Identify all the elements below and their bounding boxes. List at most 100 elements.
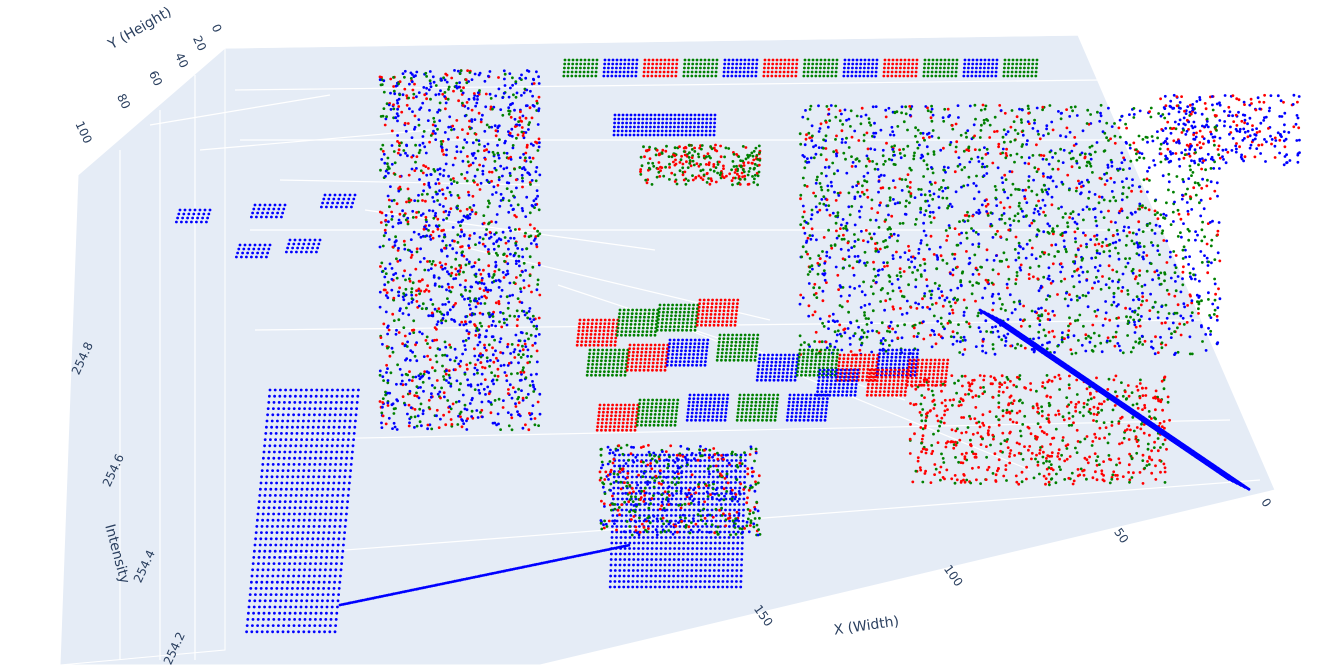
data-point-blue [266,568,270,572]
data-point [812,191,815,195]
data-point [953,170,957,174]
data-point [410,379,414,383]
data-point [496,183,500,187]
data-point [1131,416,1135,419]
data-point [1108,318,1112,322]
data-point [1041,343,1044,347]
data-point-blue [254,531,258,534]
data-point [405,94,409,97]
data-point [431,260,435,263]
data-point [1214,292,1217,296]
data-point-blue [295,487,299,491]
data-point [392,273,395,276]
data-point [862,192,866,196]
data-point [899,274,903,278]
data-point [1014,278,1018,281]
data-point [1115,304,1119,308]
data-point-blue [267,512,270,516]
data-point [480,400,484,404]
data-point [921,131,925,135]
data-point-blue [330,450,333,454]
data-point-blue [325,605,329,609]
data-point [941,325,945,329]
data-point [966,210,969,214]
data-point [867,317,870,320]
data-point [1022,215,1026,219]
data-point [1108,254,1112,258]
data-point [481,172,485,176]
data-point [1159,213,1163,217]
data-point [865,261,869,264]
data-point [408,392,412,395]
data-points [175,58,1301,634]
data-point [1023,445,1026,448]
data-point [882,240,885,243]
data-point [1035,170,1039,174]
data-point [413,415,417,419]
data-point [416,414,420,418]
data-point [855,260,859,263]
data-point [1049,395,1052,399]
data-point [1101,324,1105,327]
data-point [503,141,507,145]
data-point [438,390,442,394]
data-point-blue [329,568,332,572]
data-point [898,152,902,155]
data-point [392,421,396,425]
data-point [1062,148,1066,152]
data-point [474,132,478,136]
data-point [1167,292,1171,296]
data-point-blue [281,580,284,584]
data-point-blue [280,531,284,534]
data-point [383,161,387,165]
data-point [463,297,466,301]
data-point [824,121,828,124]
data-point [426,260,429,263]
data-point [1128,231,1131,234]
data-point [1028,324,1032,328]
data-point [1085,279,1089,282]
data-point [412,96,415,100]
data-point [396,151,400,155]
data-point [1141,453,1145,457]
data-point [479,181,483,185]
data-point [1020,155,1024,159]
data-point [824,134,828,138]
data-point [1084,337,1088,340]
data-point [526,392,530,396]
data-point-blue [340,556,344,559]
data-point [491,346,494,350]
data-point [1067,329,1071,332]
data-point [1060,205,1063,209]
data-point [1077,213,1081,216]
data-point [974,266,978,270]
data-point-blue [334,512,338,516]
data-point [429,97,432,101]
data-point [516,343,520,347]
data-point-blue [287,407,291,410]
data-point [1048,460,1051,463]
data-point-blue [294,388,298,392]
data-point [1217,221,1221,224]
data-point [1006,332,1010,336]
data-point [444,107,447,111]
data-point [390,346,394,350]
data-point [390,218,394,221]
data-point [960,431,964,435]
data-point-blue [275,531,279,534]
data-point [497,278,501,282]
data-point [485,228,488,231]
data-point [990,224,994,228]
data-point [1142,156,1146,160]
data-point [1037,307,1040,311]
data-point [907,283,910,287]
data-point [930,452,934,455]
data-point [1120,207,1123,211]
data-point-blue [264,537,268,541]
data-point [1065,250,1068,254]
data-point-blue [262,456,265,460]
data-point-blue [283,401,286,404]
data-point [1059,117,1063,121]
data-point [931,171,935,175]
